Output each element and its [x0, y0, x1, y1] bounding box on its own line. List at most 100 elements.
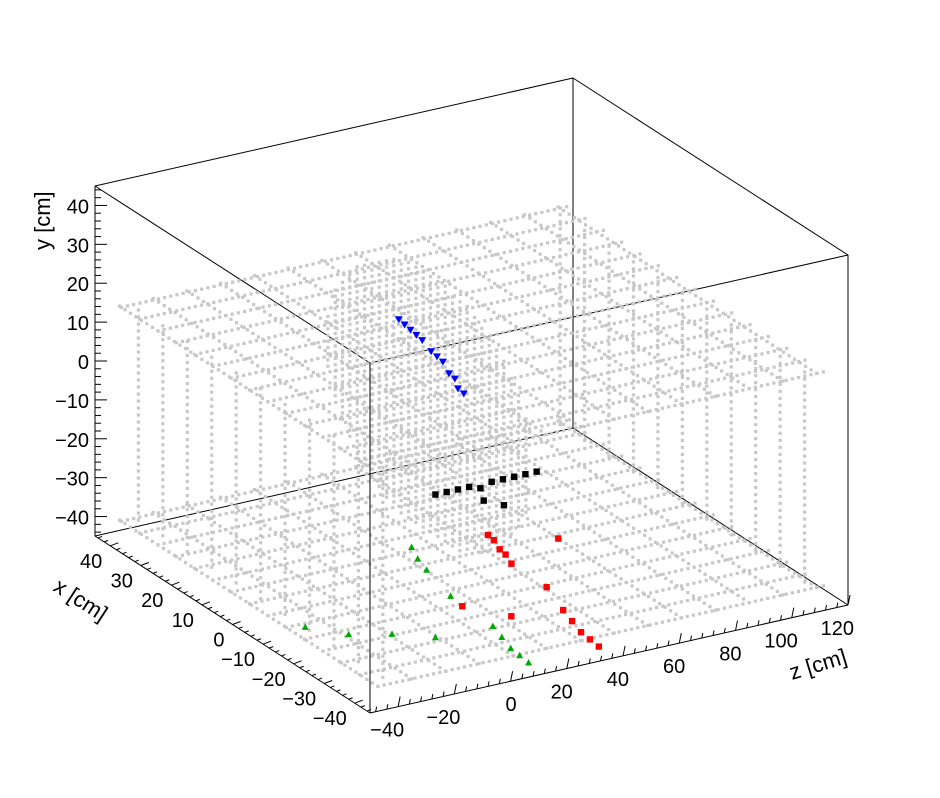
detector-strip-dot	[288, 628, 291, 631]
detector-strip-dot	[721, 341, 724, 344]
detector-strip-dot	[383, 454, 386, 457]
detector-strip-dot	[427, 453, 430, 456]
detector-disk-dot	[400, 430, 403, 433]
detector-strip-dot	[291, 624, 294, 627]
detector-strip-dot	[705, 563, 708, 566]
detector-strip-dot	[470, 584, 473, 587]
detector-strip-dot	[687, 348, 690, 351]
detector-strip-dot	[291, 608, 294, 611]
detector-strip-dot	[662, 509, 665, 512]
detector-disk-dot	[517, 400, 520, 403]
detector-vertical-dot	[357, 639, 360, 642]
detector-strip-dot	[352, 658, 355, 661]
detector-vertical-dot	[332, 539, 335, 542]
detector-strip-dot	[699, 532, 702, 535]
detector-vertical-dot	[357, 625, 360, 628]
detector-vertical-dot	[283, 501, 286, 504]
detector-strip-dot	[309, 422, 312, 425]
detector-strip-dot	[366, 362, 369, 365]
detector-strip-dot	[508, 528, 511, 531]
detector-vertical-dot	[283, 515, 286, 518]
detector-strip-dot	[225, 298, 228, 301]
detector-strip-dot	[274, 517, 277, 520]
detector-vertical-dot	[210, 461, 213, 464]
detector-disk-dot	[414, 421, 417, 424]
detector-strip-dot	[732, 533, 735, 536]
detector-disk-dot	[466, 541, 469, 544]
detector-strip-dot	[409, 320, 412, 323]
detector-strip-dot	[532, 586, 535, 589]
detector-strip-dot	[384, 587, 387, 590]
detector-strip-dot	[765, 583, 768, 586]
detector-strip-dot	[288, 414, 291, 417]
detector-strip-dot	[594, 473, 597, 476]
detector-strip-dot	[537, 524, 540, 527]
detector-strip-dot	[625, 533, 628, 536]
detector-disk-dot	[451, 383, 454, 386]
detector-strip-dot	[558, 500, 561, 503]
detector-disk-dot	[436, 435, 439, 438]
detector-strip-dot	[317, 293, 320, 296]
detector-strip-dot	[550, 614, 553, 617]
detector-strip-dot	[737, 565, 740, 568]
detector-strip-dot	[451, 636, 454, 639]
detector-strip-dot	[366, 435, 369, 438]
detector-strip-dot	[636, 374, 639, 377]
detector-disk-dot	[524, 442, 527, 445]
detector-disk-dot	[356, 396, 359, 399]
detector-strip-dot	[649, 575, 652, 578]
detector-strip-dot	[698, 366, 701, 369]
detector-strip-dot	[480, 575, 483, 578]
detector-disk-dot	[480, 370, 483, 373]
detector-strip-dot	[512, 412, 515, 415]
detector-disk-dot	[348, 435, 351, 438]
detector-strip-dot	[500, 427, 503, 430]
detector-disk-dot	[473, 527, 476, 530]
detector-strip-dot	[273, 581, 276, 584]
detector-strip-dot	[515, 264, 518, 267]
detector-strip-dot	[655, 574, 658, 577]
detector-strip-dot	[529, 422, 532, 425]
detector-strip-dot	[472, 242, 475, 245]
detector-vertical-dot	[186, 445, 189, 448]
detector-strip-dot	[528, 245, 531, 248]
detector-strip-dot	[503, 219, 506, 222]
detector-disk-dot	[348, 329, 351, 332]
detector-disk-dot	[378, 416, 381, 419]
detector-strip-dot	[714, 395, 717, 398]
detector-strip-dot	[268, 556, 271, 559]
detector-strip-dot	[268, 502, 271, 505]
detector-strip-dot	[508, 314, 511, 317]
detector-strip-dot	[371, 681, 374, 684]
detector-strip-dot	[622, 248, 625, 251]
detector-strip-dot	[286, 316, 289, 319]
detector-strip-dot	[438, 457, 441, 460]
detector-strip-dot	[418, 380, 421, 383]
detector-strip-dot	[341, 533, 344, 536]
detector-vertical-dot	[779, 460, 782, 463]
detector-strip-dot	[545, 519, 548, 522]
detector-strip-dot	[467, 412, 470, 415]
detector-strip-dot	[503, 465, 506, 468]
detector-disk-dot	[466, 429, 469, 432]
detector-strip-dot	[614, 258, 617, 261]
detector-disk-dot	[385, 409, 388, 412]
detector-disk-dot	[444, 434, 447, 437]
detector-vertical-dot	[137, 357, 140, 360]
detector-strip-dot	[280, 531, 283, 534]
detector-strip-dot	[600, 234, 603, 237]
detector-strip-dot	[556, 398, 559, 401]
detector-strip-dot	[563, 595, 566, 598]
detector-disk-dot	[488, 487, 491, 490]
detector-vertical-dot	[730, 435, 733, 438]
detector-disk-dot	[400, 300, 403, 303]
detector-strip-dot	[417, 453, 420, 456]
detector-vertical-dot	[137, 420, 140, 423]
detector-disk-dot	[400, 480, 403, 483]
detector-disk-dot	[392, 395, 395, 398]
detector-disk-dot	[392, 382, 395, 385]
detector-strip-dot	[295, 360, 298, 363]
detector-strip-dot	[367, 496, 370, 499]
detector-strip-dot	[521, 279, 524, 282]
